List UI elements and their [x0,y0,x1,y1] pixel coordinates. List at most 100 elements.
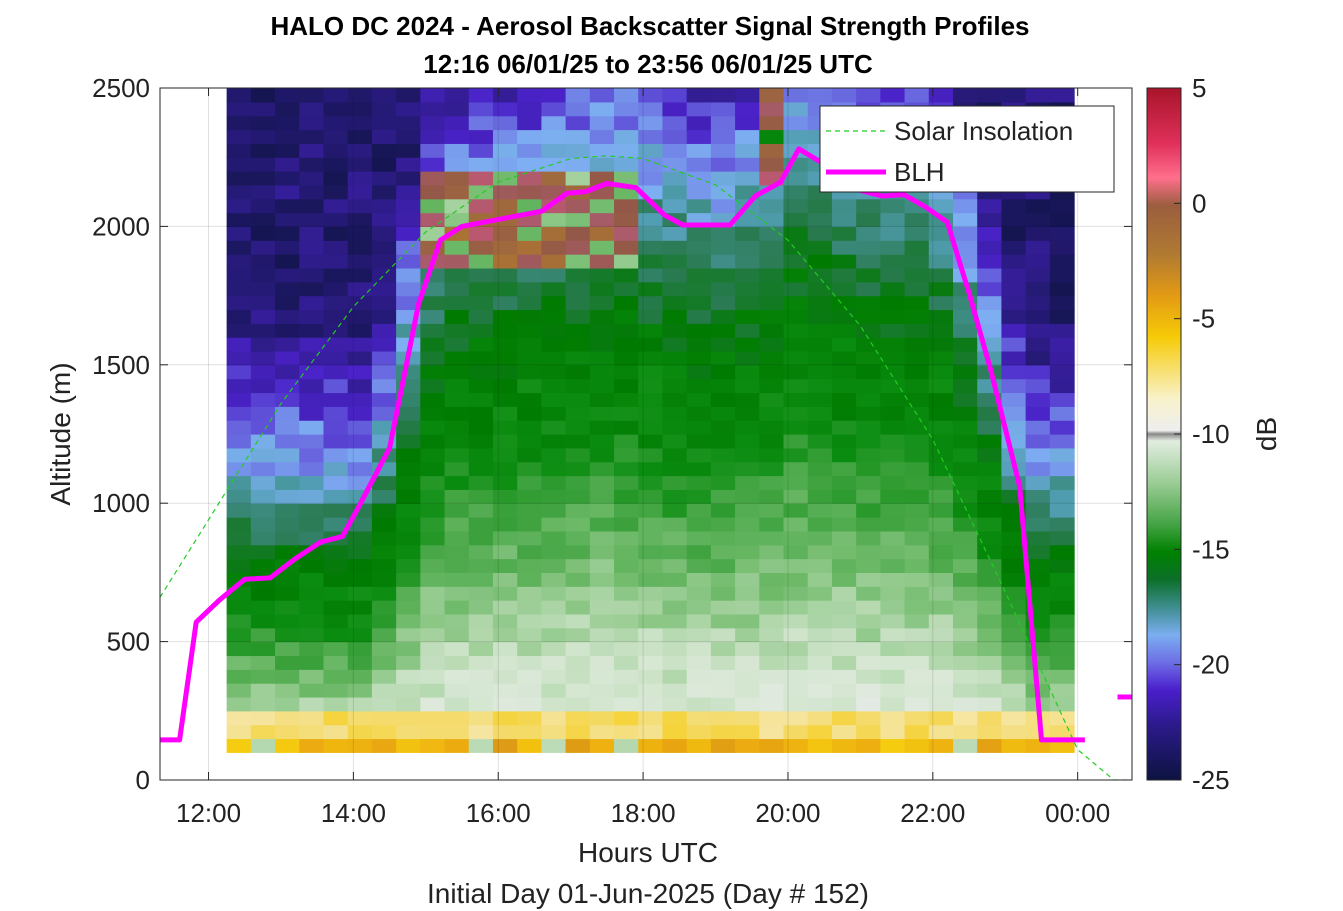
heatmap-cell [396,641,421,657]
heatmap-cell [299,309,325,324]
heatmap-cell [323,281,349,297]
heatmap-cell [710,447,736,463]
heatmap-cell [541,669,567,684]
heatmap-cell [662,461,688,477]
heatmap-cell [589,88,615,103]
heatmap-cell [807,461,833,477]
heatmap-cell [589,323,615,338]
heatmap-cell [1049,447,1075,463]
heatmap-cell [880,475,906,490]
heatmap-cell [299,337,325,352]
heatmap-cell [275,198,300,214]
heatmap-cell [517,696,542,712]
heatmap-cell [589,157,615,172]
heatmap [226,88,1075,753]
heatmap-cell [686,710,712,726]
heatmap-cell [589,475,615,490]
heatmap-cell [371,267,397,283]
heatmap-cell [614,586,639,601]
heatmap-cell [904,738,930,753]
heatmap-cell [1049,586,1075,601]
heatmap-cell [420,489,446,504]
heatmap-cell [396,420,421,435]
heatmap-cell [589,696,615,712]
heatmap-cell [977,461,1003,477]
heatmap-cell [735,572,760,587]
heatmap-cell [323,696,349,712]
heatmap-cell [928,503,954,518]
heatmap-cell [371,641,397,657]
heatmap-cell [952,544,978,560]
heatmap-cell [1025,212,1051,227]
heatmap-cell [904,724,930,740]
heatmap-cell [807,613,833,629]
heatmap-cell [783,613,809,629]
heatmap-cell [710,600,736,615]
heatmap-cell [468,392,494,407]
heatmap-cell [952,420,978,435]
heatmap-cell [323,129,349,144]
heatmap-cell [347,613,373,629]
heatmap-cell [492,295,518,311]
heatmap-cell [371,212,397,227]
heatmap-cell [541,530,567,546]
heatmap-cell [952,586,978,601]
heatmap-cell [856,350,881,366]
heatmap-cell [468,323,494,338]
heatmap-cell [275,572,300,587]
heatmap-cell [735,544,760,560]
heatmap-cell [807,337,833,352]
heatmap-cell [420,627,446,643]
heatmap-cell [880,88,906,103]
heatmap-cell [250,420,276,435]
heatmap-cell [444,406,470,421]
heatmap-cell [1049,406,1075,421]
heatmap-cell [371,226,397,241]
heatmap-cell [323,226,349,241]
heatmap-cell [783,572,809,587]
heatmap-cell [735,420,760,435]
heatmap-cell [517,157,542,172]
heatmap-cell [420,517,446,532]
heatmap-cell [783,683,809,698]
heatmap-cell [831,710,857,726]
heatmap-cell [347,129,373,144]
heatmap-cell [1025,295,1051,311]
heatmap-cell [226,683,252,698]
heatmap-cell [275,406,300,421]
heatmap-cell [396,475,421,490]
heatmap-cell [517,683,542,698]
heatmap-cell [226,475,252,490]
heatmap-cell [323,254,349,269]
heatmap-cell [928,295,954,311]
heatmap-cell [323,212,349,227]
heatmap-cell [638,420,664,435]
y-tick-label: 2000 [92,211,150,241]
heatmap-cell [710,544,736,560]
heatmap-cell [323,364,349,380]
heatmap-cell [831,364,857,380]
heatmap-cell [735,600,760,615]
heatmap-cell [928,613,954,629]
heatmap-cell [299,434,325,449]
heatmap-cell [226,295,252,311]
solar-insolation-line [160,155,1132,780]
heatmap-cell [952,696,978,712]
heatmap-cell [565,738,591,753]
heatmap-cell [492,627,518,643]
heatmap-cell [1049,710,1075,726]
heatmap-cell [565,337,591,352]
heatmap-cell [783,517,809,532]
heatmap-cell [977,558,1003,573]
heatmap-cell [880,627,906,643]
heatmap-cell [371,364,397,380]
heatmap-cell [662,337,688,352]
heatmap-cell [856,627,881,643]
heatmap-cell [638,627,664,643]
heatmap-cell [1025,392,1051,407]
heatmap-cell [759,115,785,131]
heatmap-cell [275,447,300,463]
heatmap-cell [807,586,833,601]
heatmap-cell [662,281,688,297]
heatmap-cell [323,157,349,172]
